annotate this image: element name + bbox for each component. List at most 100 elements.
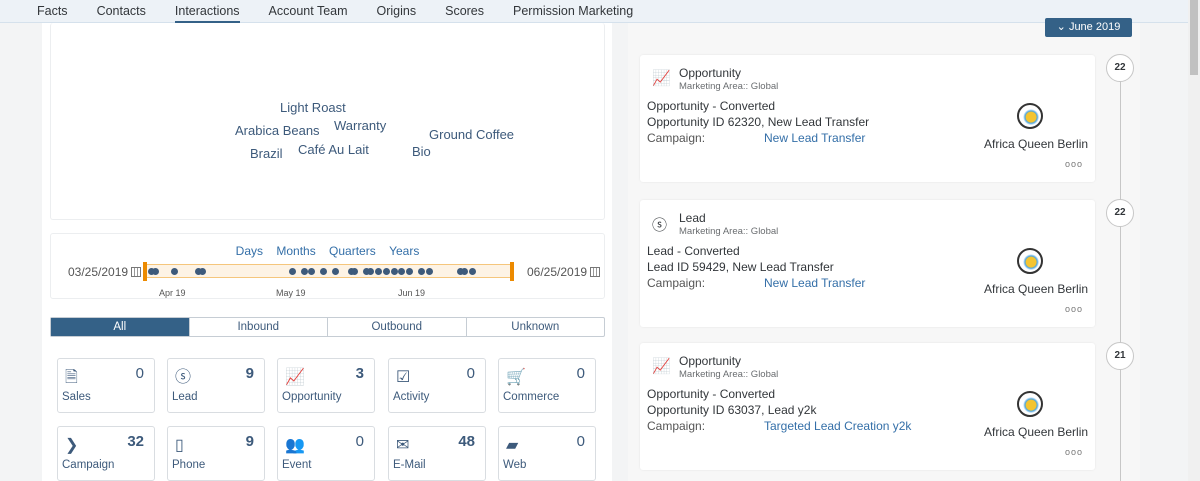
- end-date[interactable]: 06/25/2019: [527, 265, 601, 279]
- calendar-icon[interactable]: [131, 267, 142, 277]
- word-cloud-term[interactable]: Café Au Lait: [298, 142, 369, 157]
- tile-label: Phone: [172, 459, 206, 471]
- scale-years[interactable]: Years: [389, 244, 420, 258]
- start-date[interactable]: 03/25/2019: [68, 265, 142, 279]
- interaction-dot[interactable]: [148, 268, 155, 275]
- tab-facts[interactable]: Facts: [37, 4, 68, 18]
- interaction-dot[interactable]: [151, 268, 159, 275]
- interaction-dot[interactable]: [457, 268, 465, 275]
- start-date-value: 03/25/2019: [68, 265, 129, 279]
- word-cloud-term[interactable]: Arabica Beans: [235, 123, 320, 138]
- interaction-dot[interactable]: [347, 268, 355, 275]
- tile-label: Commerce: [503, 391, 560, 403]
- interaction-card[interactable]: ⓢ Lead Marketing Area:: Global Lead - Co…: [640, 200, 1095, 327]
- marketing-area: Marketing Area:: Global: [679, 369, 779, 380]
- filter-outbound[interactable]: Outbound: [328, 318, 467, 336]
- tile-commerce[interactable]: 🛒 0 Commerce: [498, 358, 596, 413]
- interaction-detail: Lead ID 59429, New Lead Transfer: [647, 260, 834, 274]
- tile-opportunity[interactable]: 📈 3 Opportunity: [277, 358, 375, 413]
- tile-activity[interactable]: ☑ 0 Activity: [388, 358, 486, 413]
- interaction-dot[interactable]: [374, 268, 382, 275]
- tile-label: Activity: [393, 391, 430, 403]
- filter-inbound[interactable]: Inbound: [190, 318, 328, 336]
- opportunity-chart-icon: 📈: [652, 70, 671, 87]
- timeline-line: [1120, 70, 1121, 481]
- interaction-dot[interactable]: [406, 268, 414, 275]
- marketing-area: Marketing Area:: Global: [679, 81, 779, 92]
- tile-event[interactable]: 👥 0 Event: [277, 426, 375, 481]
- interaction-card[interactable]: 📈 Opportunity Marketing Area:: Global Op…: [640, 343, 1095, 470]
- interaction-dot[interactable]: [367, 268, 375, 275]
- scale-days[interactable]: Days: [235, 244, 263, 258]
- web-icon: ▰: [506, 437, 519, 454]
- scale-months[interactable]: Months: [276, 244, 316, 258]
- campaign-link[interactable]: New Lead Transfer: [764, 276, 866, 290]
- filter-unknown[interactable]: Unknown: [511, 321, 560, 333]
- tab-interactions[interactable]: Interactions: [174, 0, 240, 23]
- timeline-range-slider[interactable]: [143, 262, 514, 281]
- interaction-dot[interactable]: [418, 268, 425, 275]
- scrollbar[interactable]: [1188, 0, 1200, 481]
- phone-icon: ▯: [175, 437, 184, 454]
- word-cloud-term[interactable]: Warranty: [334, 118, 387, 133]
- tile-phone[interactable]: ▯ 9 Phone: [167, 426, 265, 481]
- interaction-dot[interactable]: [171, 268, 179, 275]
- interaction-dot[interactable]: [390, 268, 398, 275]
- scrollbar-thumb[interactable]: [1190, 0, 1198, 75]
- tile-sales[interactable]: 🗎 0 Sales: [57, 358, 155, 413]
- interaction-dot[interactable]: [468, 268, 476, 275]
- campaign-label: Campaign:: [647, 131, 706, 145]
- interaction-dot[interactable]: [194, 268, 202, 275]
- interaction-dot[interactable]: [363, 268, 371, 275]
- interaction-dot[interactable]: [320, 268, 328, 275]
- more-icon[interactable]: ooo: [1064, 159, 1083, 169]
- campaign-link[interactable]: Targeted Lead Creation y2k: [764, 419, 912, 433]
- day-marker: 22: [1106, 199, 1134, 227]
- interaction-dot[interactable]: [398, 268, 406, 275]
- tab-origins[interactable]: Origins: [376, 4, 417, 18]
- interaction-dot[interactable]: [331, 268, 339, 275]
- interaction-dot[interactable]: [351, 268, 359, 275]
- interaction-dot[interactable]: [382, 268, 390, 275]
- tile-web[interactable]: ▰ 0 Web: [498, 426, 596, 481]
- word-cloud-term[interactable]: Brazil: [250, 146, 283, 161]
- tab-bar: Facts Contacts Interactions Account Team…: [0, 0, 1188, 23]
- checklist-icon: ☑: [396, 369, 411, 386]
- scale-quarters[interactable]: Quarters: [329, 244, 376, 258]
- tile-lead[interactable]: ⓢ 9 Lead: [167, 358, 265, 413]
- calendar-icon[interactable]: [590, 267, 601, 277]
- more-icon[interactable]: ooo: [1064, 304, 1083, 314]
- interaction-status: Lead - Converted: [647, 244, 740, 258]
- tick-label: May 19: [276, 288, 306, 298]
- tab-permission-marketing[interactable]: Permission Marketing: [513, 4, 634, 18]
- tile-label: Opportunity: [282, 391, 342, 403]
- interaction-card[interactable]: 📈 Opportunity Marketing Area:: Global Op…: [640, 55, 1095, 182]
- word-cloud-term[interactable]: Ground Coffee: [429, 127, 515, 142]
- range-start-handle[interactable]: [143, 262, 147, 281]
- range-end-handle[interactable]: [510, 262, 514, 281]
- word-cloud-term[interactable]: Light Roast: [280, 100, 346, 115]
- interaction-dot[interactable]: [300, 268, 308, 275]
- tab-contacts[interactable]: Contacts: [96, 4, 146, 18]
- tab-scores[interactable]: Scores: [445, 4, 485, 18]
- interaction-dot[interactable]: [198, 268, 206, 275]
- filter-all[interactable]: All: [51, 318, 190, 336]
- month-label: June 2019: [1068, 21, 1121, 33]
- day-marker: 21: [1106, 342, 1134, 370]
- tile-count: 32: [127, 433, 144, 450]
- tile-count: 9: [245, 433, 254, 450]
- interaction-dot[interactable]: [308, 268, 316, 275]
- tile-email[interactable]: ✉ 48 E-Mail: [388, 426, 486, 481]
- interaction-dot[interactable]: [425, 268, 433, 275]
- interaction-status: Opportunity - Converted: [647, 387, 776, 401]
- month-button[interactable]: ⌄ June 2019: [1045, 18, 1132, 37]
- word-cloud-term[interactable]: Bio: [412, 144, 431, 159]
- more-icon[interactable]: ooo: [1064, 447, 1083, 457]
- tile-campaign[interactable]: ❯ 32 Campaign: [57, 426, 155, 481]
- account-name: Africa Queen Berlin: [984, 425, 1089, 439]
- campaign-link[interactable]: New Lead Transfer: [764, 131, 866, 145]
- tab-account-team[interactable]: Account Team: [268, 4, 348, 18]
- interaction-dot[interactable]: [288, 268, 296, 275]
- interaction-dot[interactable]: [461, 268, 469, 275]
- globe-logo-icon: [1017, 103, 1043, 129]
